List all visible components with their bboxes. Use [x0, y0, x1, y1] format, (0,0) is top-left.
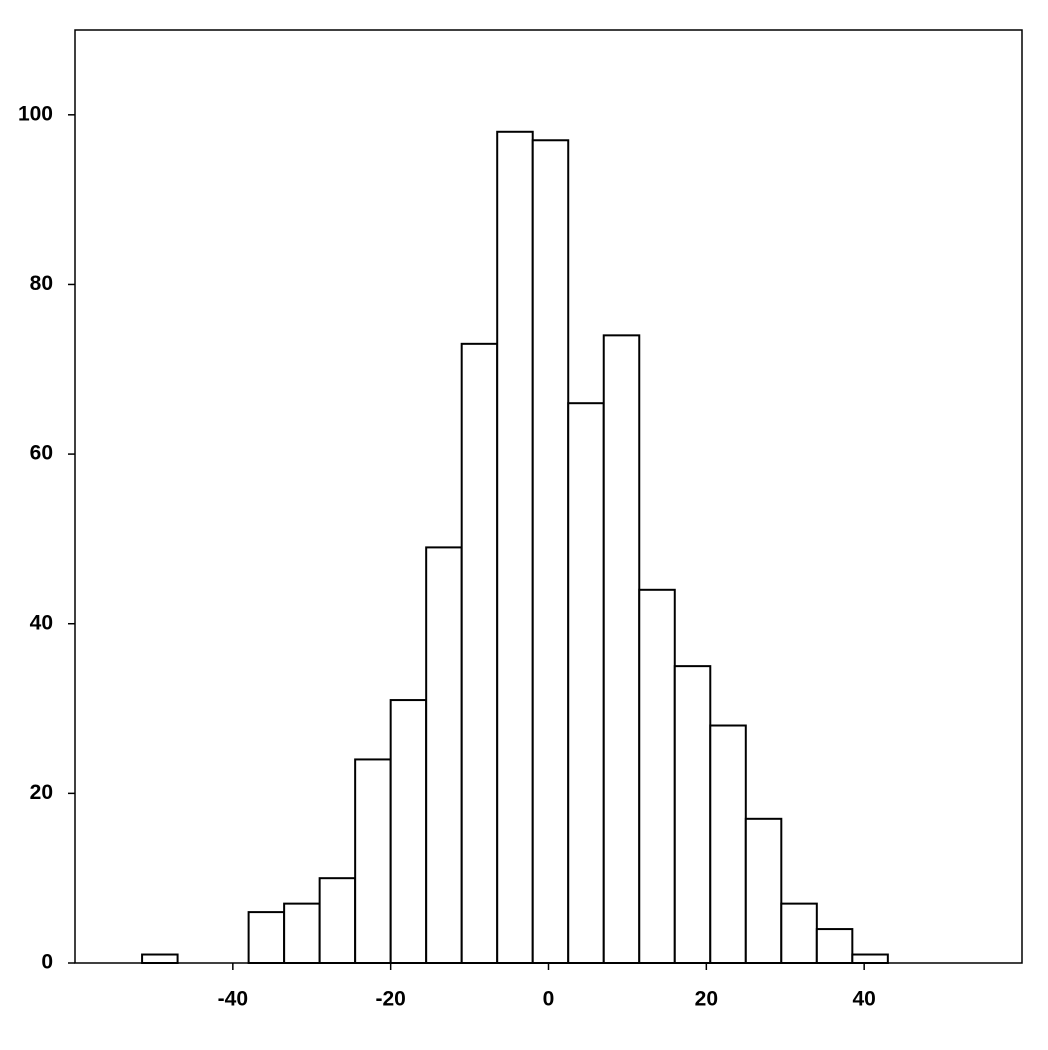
- x-tick-label: 20: [695, 988, 718, 1011]
- bar: [141, 953, 179, 965]
- bar: [425, 546, 463, 965]
- bar: [851, 953, 889, 965]
- bar: [389, 699, 428, 965]
- bar: [247, 911, 286, 964]
- y-tick-label: 20: [30, 781, 53, 804]
- x-tick-label: 0: [543, 988, 555, 1011]
- bar: [496, 130, 534, 965]
- bar: [780, 902, 818, 964]
- bar: [673, 665, 712, 964]
- bar: [815, 928, 854, 965]
- y-tick-label: 40: [30, 611, 53, 634]
- y-tick-label: 60: [30, 442, 53, 465]
- y-tick-label: 80: [30, 272, 53, 295]
- bar: [567, 402, 605, 964]
- y-tick-label: 100: [18, 102, 53, 125]
- bar: [460, 342, 499, 964]
- bar: [531, 139, 570, 965]
- x-tick-label: -40: [218, 988, 248, 1011]
- bar: [283, 902, 321, 964]
- bar: [709, 724, 747, 964]
- bar: [602, 334, 641, 964]
- bar: [638, 588, 676, 964]
- bar: [354, 758, 392, 964]
- bar: [318, 877, 357, 965]
- x-tick-label: -20: [375, 988, 405, 1011]
- y-tick-label: 0: [41, 951, 53, 974]
- x-tick-label: 40: [852, 988, 875, 1011]
- bar: [744, 817, 783, 964]
